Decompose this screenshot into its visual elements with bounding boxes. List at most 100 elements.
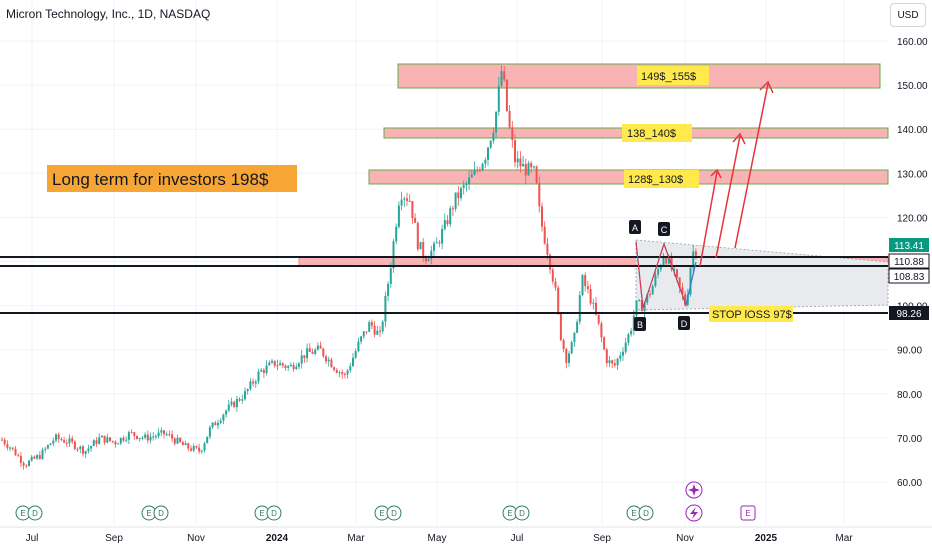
svg-text:98.26: 98.26 — [896, 309, 921, 320]
candle-body — [327, 359, 330, 362]
candle-body — [505, 79, 508, 111]
candle-body — [262, 369, 265, 374]
candle-body — [549, 254, 552, 270]
candle-body — [219, 420, 222, 423]
candle-body — [643, 302, 646, 312]
candle-body — [568, 353, 570, 363]
candle-body — [427, 259, 430, 262]
candle-body — [419, 242, 422, 250]
candle-body — [689, 267, 692, 295]
y-tick-label: 60.00 — [897, 478, 922, 489]
candle-body — [422, 242, 425, 258]
candle-body — [630, 330, 633, 335]
candle-body — [235, 398, 238, 408]
candle-body — [654, 274, 657, 287]
candle-body — [662, 257, 665, 266]
candle-body — [635, 300, 638, 316]
candle-body — [57, 434, 60, 440]
candle-body — [311, 351, 314, 354]
candle-body — [551, 269, 554, 282]
candle-body — [157, 432, 160, 437]
candle-body — [522, 164, 525, 167]
candle-body — [624, 342, 627, 352]
projection-arrows — [699, 80, 774, 267]
candle-body — [233, 401, 236, 408]
candle-body — [586, 286, 589, 289]
candle-body — [600, 323, 603, 338]
candle-body — [384, 295, 387, 322]
sparkle-icon — [685, 481, 703, 499]
candle-body — [98, 437, 101, 444]
candle-body — [581, 275, 584, 296]
svg-text:D: D — [643, 509, 649, 518]
candle-body — [678, 277, 681, 288]
dividend-icon: D — [386, 505, 402, 521]
svg-text:Long term for investors 198$: Long term for investors 198$ — [52, 170, 269, 189]
candle-body — [400, 199, 403, 206]
candle-body — [638, 300, 641, 302]
candle-body — [73, 441, 76, 449]
point-c — [658, 222, 670, 236]
candle-body — [3, 439, 6, 445]
candle-body — [516, 158, 519, 163]
svg-text:E: E — [259, 509, 264, 518]
candle-body — [430, 250, 433, 260]
candle-body — [154, 436, 157, 438]
candle-body — [130, 432, 133, 434]
candle-body — [649, 294, 651, 296]
candle-body — [119, 437, 122, 444]
candle-body — [14, 448, 17, 456]
candle-body — [481, 163, 484, 171]
candle-body — [676, 269, 678, 278]
point-d — [678, 316, 690, 330]
candle-body — [319, 345, 322, 349]
candle-body — [146, 434, 149, 441]
x-tick-label: Sep — [105, 533, 123, 544]
candle-body — [457, 192, 460, 199]
candle-body — [271, 360, 273, 363]
candle-body — [295, 366, 298, 370]
x-tick-label: Mar — [347, 533, 365, 544]
candle-body — [179, 437, 182, 443]
x-tick-label: May — [428, 533, 447, 544]
candle-body — [684, 294, 687, 306]
candle-body — [368, 322, 371, 332]
candle-body — [181, 442, 184, 446]
candle-body — [90, 445, 93, 449]
candle-body — [349, 366, 352, 371]
candle-body — [273, 360, 276, 366]
candle-body — [246, 389, 249, 392]
candle-body — [208, 427, 211, 437]
candle-body — [414, 218, 417, 223]
abcd-pattern — [635, 241, 697, 309]
candle-body — [117, 443, 120, 445]
candle-body — [211, 422, 214, 428]
candle-body — [454, 192, 457, 209]
candle-body — [443, 220, 446, 230]
chart-title: Micron Technology, Inc., 1D, NASDAQ — [6, 7, 211, 21]
candle-body — [538, 182, 541, 207]
pattern-point-labels: A B C D — [629, 220, 690, 331]
candle-body — [22, 462, 25, 466]
candle-body — [435, 242, 438, 244]
candle-body — [303, 355, 306, 359]
candle-body — [49, 443, 52, 446]
x-tick-label: Mar — [835, 533, 853, 544]
candle-body — [292, 364, 295, 370]
badge-110-88 — [888, 253, 930, 269]
candle-body — [395, 226, 398, 242]
stop-loss-label: STOP lOSS 97$ — [712, 309, 792, 321]
candle-body — [17, 455, 20, 457]
candle-body — [595, 302, 597, 315]
candle-body — [149, 436, 152, 441]
candle-body — [338, 372, 341, 374]
candle-body — [530, 163, 533, 168]
currency-button[interactable]: USD — [890, 3, 926, 27]
candle-body — [19, 455, 22, 463]
badge-98-26 — [889, 306, 929, 320]
dividend-icon: D — [266, 505, 282, 521]
candle-body — [127, 432, 130, 440]
candle-body — [225, 410, 228, 415]
